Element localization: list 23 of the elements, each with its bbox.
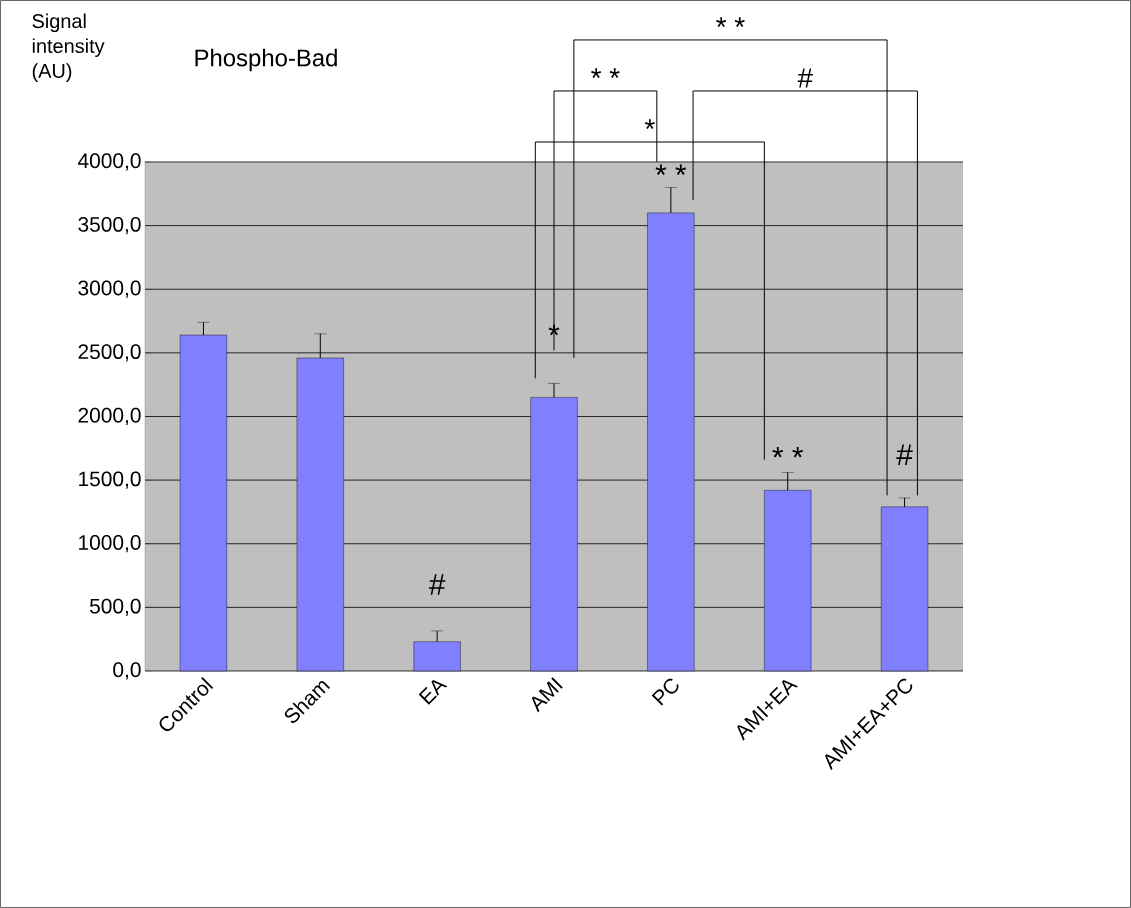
y-axis-title: Signal intensity (AU)	[32, 13, 105, 82]
y-tick-label: 0,0	[113, 662, 141, 680]
x-tick-label: AMI	[531, 677, 563, 713]
x-tick-label: EA	[418, 680, 448, 705]
y-tick-label: 4000,0	[77, 153, 141, 171]
y-tick-label: 3500,0	[78, 216, 141, 235]
y-tick-label: 500,0	[89, 598, 141, 616]
annotation: #	[896, 444, 913, 465]
annotation: * *	[772, 446, 804, 458]
x-tick-label: PC	[651, 678, 679, 706]
text: #	[797, 68, 813, 88]
chart-title: Phospho-Bad	[195, 48, 337, 72]
annotation: *	[548, 324, 560, 336]
text: *	[644, 119, 655, 130]
y-tick-label: 1000,0	[79, 535, 141, 553]
annotation: * *	[655, 164, 687, 175]
annotation: #	[428, 574, 446, 595]
text: * *	[716, 17, 745, 28]
y-tick-label: 2000,0	[78, 407, 141, 426]
y-tick-label: 1500,0	[79, 471, 141, 489]
y-tick-label: 2500,0	[78, 344, 141, 362]
text: * *	[591, 68, 620, 79]
y-tick-label: 3000,0	[78, 280, 141, 298]
